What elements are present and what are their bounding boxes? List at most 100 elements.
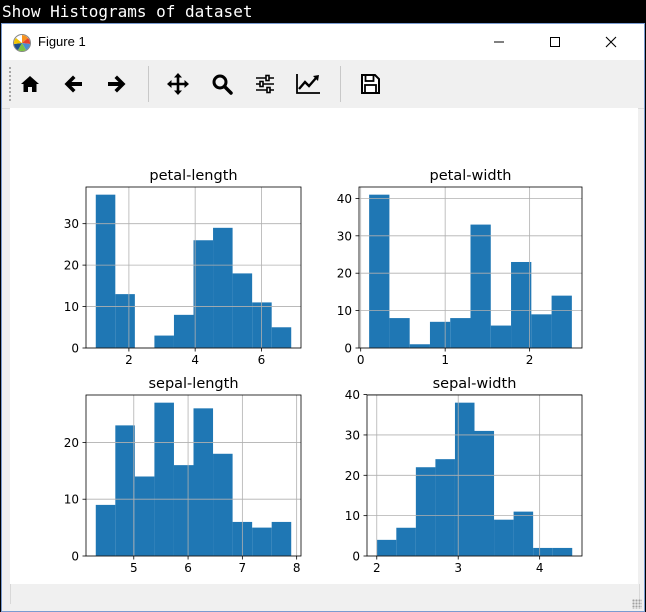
home-icon xyxy=(21,76,39,92)
matplotlib-logo-icon xyxy=(13,34,31,52)
x-tick-label: 6 xyxy=(184,561,192,575)
histogram-bar xyxy=(213,227,233,348)
navigation-toolbar xyxy=(2,60,644,109)
histogram-bar xyxy=(376,539,397,556)
histogram-bar xyxy=(115,294,135,348)
back-button[interactable] xyxy=(58,68,90,100)
title-bar[interactable]: Figure 1 xyxy=(2,24,644,60)
histogram-bar xyxy=(474,430,495,556)
configure-subplots-button[interactable] xyxy=(249,68,281,100)
histogram-bar xyxy=(470,224,491,348)
histogram-bar xyxy=(450,318,471,348)
y-tick-label: 30 xyxy=(337,229,352,243)
axes-frame xyxy=(85,186,302,349)
y-tick-label: 0 xyxy=(344,342,352,356)
toolbar-separator xyxy=(340,66,341,102)
histogram-bar xyxy=(490,325,512,348)
y-tick-label: 40 xyxy=(337,192,352,206)
y-tick-label: 10 xyxy=(345,509,360,523)
maximize-icon xyxy=(550,37,560,47)
histogram-bar xyxy=(95,194,116,348)
minimize-icon xyxy=(494,41,504,43)
subplot-sepal-length: 5 6 7 8 0 10 20 sepal-length xyxy=(64,376,302,575)
axes-frame xyxy=(85,394,302,557)
histogram-bar xyxy=(369,194,390,348)
y-tick-label: 0 xyxy=(71,550,79,564)
histogram-bar xyxy=(115,425,135,556)
histogram-bar xyxy=(513,511,534,556)
forward-button[interactable] xyxy=(100,68,132,100)
y-tick-label: 10 xyxy=(64,300,79,314)
histogram-bar xyxy=(435,459,455,556)
histogram-bar xyxy=(531,314,552,348)
x-tick-label: 0 xyxy=(357,353,365,367)
figure-canvas[interactable]: 2 4 6 0 10 20 30 petal-length 0 1 2 0 10 20 30 40 petal-… xyxy=(10,108,638,584)
histogram-bar xyxy=(396,527,416,556)
close-button[interactable] xyxy=(588,24,634,60)
pan-icon xyxy=(167,73,189,95)
histogram-bar xyxy=(213,453,233,556)
configure-subplots-icon xyxy=(256,74,274,94)
subplot-title: petal-width xyxy=(430,168,512,184)
y-tick-label: 10 xyxy=(64,493,79,507)
histogram-bar xyxy=(533,547,553,556)
histogram-bar xyxy=(193,408,214,556)
histogram-bar xyxy=(154,335,174,348)
x-tick-label: 8 xyxy=(293,561,301,575)
minimize-button[interactable] xyxy=(476,24,522,60)
status-bar xyxy=(2,584,644,611)
x-tick-label: 6 xyxy=(258,353,266,367)
histogram-bar xyxy=(252,527,272,556)
y-tick-label: 20 xyxy=(345,469,360,483)
y-tick-label: 30 xyxy=(345,428,360,442)
x-tick-label: 4 xyxy=(191,353,199,367)
histogram-bar xyxy=(429,321,451,348)
y-tick-label: 0 xyxy=(352,550,360,564)
pan-button[interactable] xyxy=(162,68,194,100)
zoom-button[interactable] xyxy=(206,68,238,100)
histogram-bar xyxy=(173,465,194,556)
back-icon xyxy=(64,75,82,93)
status-message xyxy=(10,584,640,604)
histogram-bar xyxy=(232,273,253,348)
figure-window: Figure 1 xyxy=(1,23,645,612)
edit-axis-button[interactable] xyxy=(292,68,324,100)
x-tick-label: 5 xyxy=(130,561,138,575)
histogram-bar xyxy=(552,547,573,556)
y-tick-label: 40 xyxy=(345,388,360,402)
y-tick-label: 0 xyxy=(71,342,79,356)
histogram-bar xyxy=(193,240,214,348)
histogram-bar xyxy=(271,327,292,348)
x-tick-label: 1 xyxy=(441,353,449,367)
y-tick-label: 10 xyxy=(337,304,352,318)
resize-grip-icon[interactable] xyxy=(632,599,642,609)
x-tick-label: 2 xyxy=(373,561,381,575)
forward-icon xyxy=(108,75,126,93)
toolbar-grip[interactable] xyxy=(8,66,12,102)
home-button[interactable] xyxy=(14,68,46,100)
histogram-bar xyxy=(134,476,155,556)
console-title: Show Histograms of dataset xyxy=(2,2,253,21)
histogram-bar xyxy=(415,467,436,556)
histogram-bar xyxy=(389,318,410,348)
histogram-bar xyxy=(154,402,174,556)
x-tick-label: 2 xyxy=(526,353,534,367)
window-title: Figure 1 xyxy=(38,34,86,49)
histogram-bar xyxy=(271,521,292,556)
close-icon xyxy=(605,36,617,48)
maximize-button[interactable] xyxy=(532,24,578,60)
histogram-bar xyxy=(252,302,272,348)
histogram-bar xyxy=(95,504,116,556)
histogram-bar xyxy=(409,344,430,348)
x-tick-label: 3 xyxy=(454,561,462,575)
histogram-bar xyxy=(454,402,475,556)
save-button[interactable] xyxy=(354,68,386,100)
subplot-title: sepal-length xyxy=(148,376,238,392)
axes-frame xyxy=(358,186,583,349)
subplot-petal-length: 2 4 6 0 10 20 30 petal-length xyxy=(64,168,302,367)
y-tick-label: 20 xyxy=(337,267,352,281)
toolbar-separator xyxy=(148,66,149,102)
